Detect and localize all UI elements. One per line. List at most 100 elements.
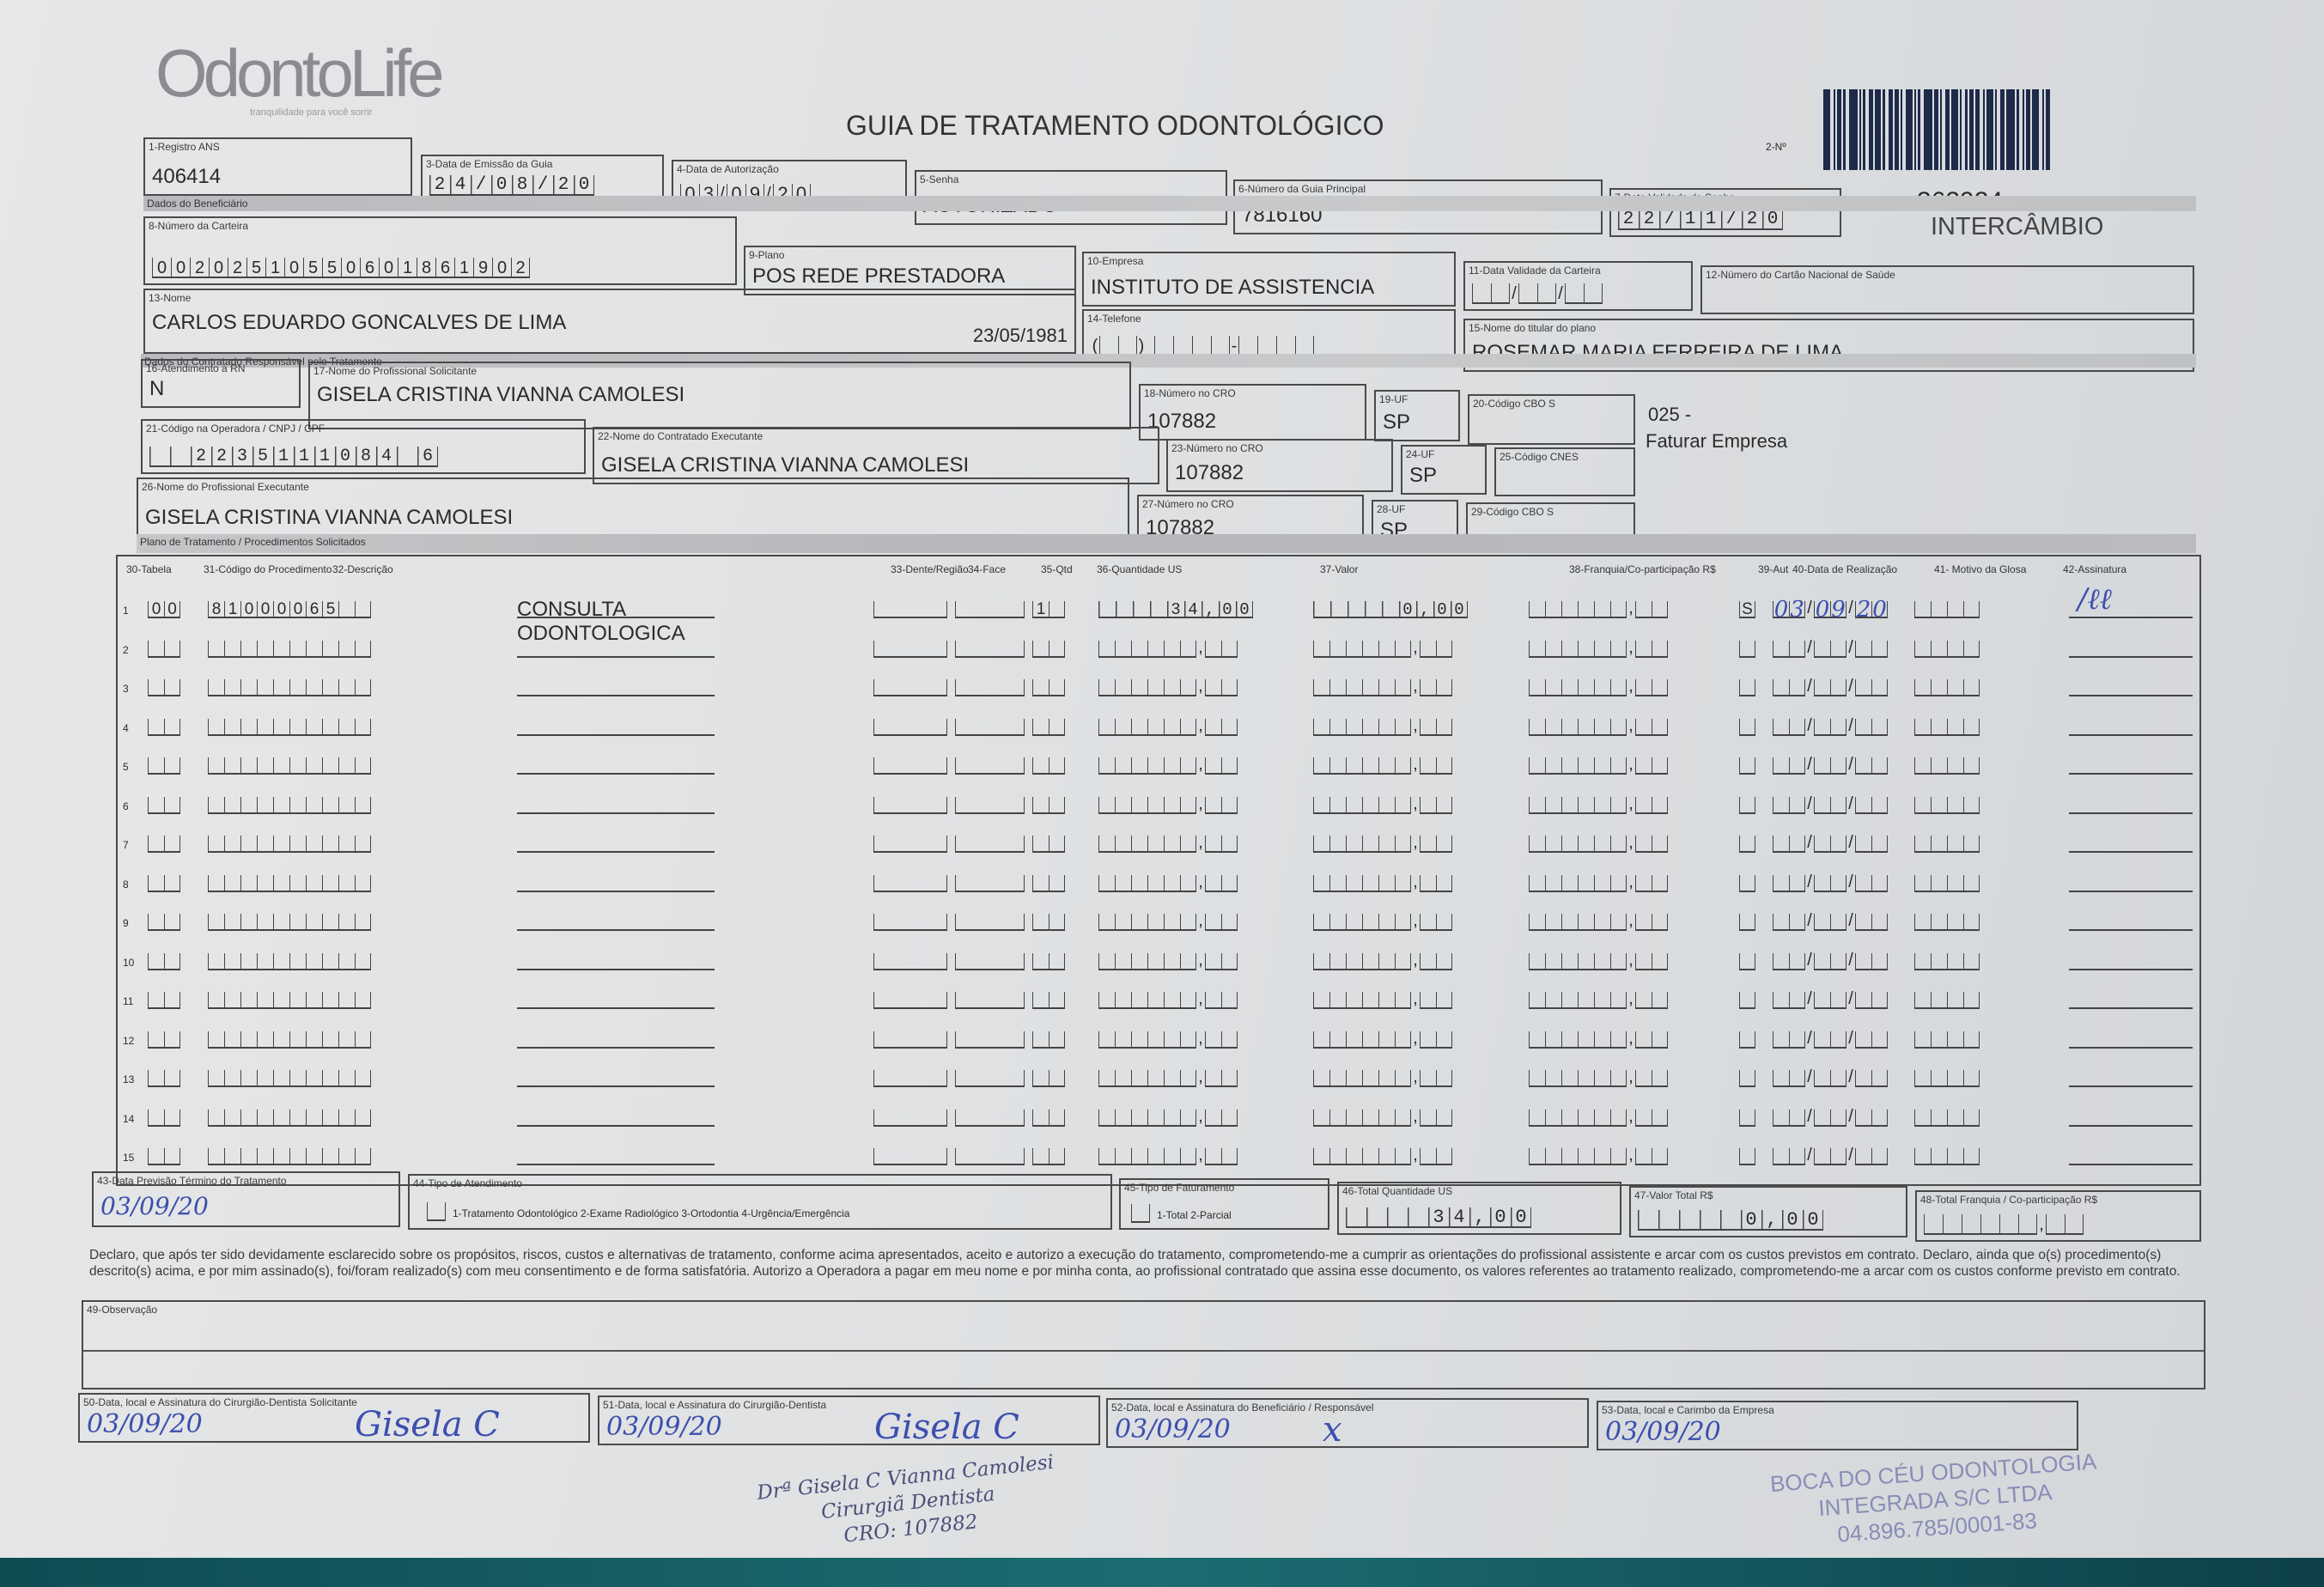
procedure-data-field[interactable]: / / xyxy=(1773,638,1888,658)
procedure-tabela-field[interactable] xyxy=(148,836,180,853)
procedure-tabela-field[interactable] xyxy=(148,1109,180,1127)
procedure-face-field[interactable] xyxy=(955,1148,1025,1165)
procedure-qtd-field[interactable] xyxy=(1032,1109,1065,1127)
procedure-qtd-us-field[interactable]: 34,00 xyxy=(1098,601,1253,618)
procedure-aut-field[interactable] xyxy=(1739,836,1755,853)
procedure-assinatura-field[interactable] xyxy=(2069,1145,2193,1165)
procedure-face-field[interactable] xyxy=(955,992,1025,1009)
signature-box[interactable]: 51-Data, local e Assinatura do Cirurgião… xyxy=(598,1395,1100,1447)
procedure-face-field[interactable] xyxy=(955,679,1025,696)
procedure-qtd-field[interactable] xyxy=(1032,874,1065,892)
procedure-valor-field[interactable]: , xyxy=(1313,989,1452,1009)
procedure-dente-field[interactable] xyxy=(873,1070,947,1087)
procedure-glosa-field[interactable] xyxy=(1914,874,1980,892)
procedure-franquia-field[interactable]: , xyxy=(1529,1067,1668,1087)
procedure-franquia-field[interactable]: , xyxy=(1529,755,1668,775)
procedure-franquia-field[interactable]: , xyxy=(1529,873,1668,892)
procedure-codigo-field[interactable] xyxy=(208,914,371,931)
procedure-franquia-field[interactable]: , xyxy=(1529,833,1668,853)
procedure-aut-field[interactable] xyxy=(1739,718,1755,736)
procedure-assinatura-field[interactable] xyxy=(2069,832,2193,853)
procedure-face-field[interactable] xyxy=(955,1109,1025,1127)
procedure-glosa-field[interactable] xyxy=(1914,718,1980,736)
procedure-descricao-field[interactable] xyxy=(517,754,715,775)
procedure-qtd-us-field[interactable]: , xyxy=(1098,716,1238,736)
procedure-glosa-field[interactable] xyxy=(1914,679,1980,696)
procedure-codigo-field[interactable] xyxy=(208,718,371,736)
procedure-descricao-field[interactable] xyxy=(517,1067,715,1087)
procedure-dente-field[interactable] xyxy=(873,952,947,970)
tipo-faturamento-checkbox[interactable] xyxy=(1131,1204,1150,1223)
procedure-dente-field[interactable] xyxy=(873,914,947,931)
procedure-franquia-field[interactable]: , xyxy=(1529,794,1668,814)
procedure-codigo-field[interactable] xyxy=(208,1109,371,1127)
procedure-qtd-us-field[interactable]: , xyxy=(1098,638,1238,658)
procedure-aut-field[interactable] xyxy=(1739,1148,1755,1165)
procedure-qtd-field[interactable] xyxy=(1032,1031,1065,1049)
procedure-descricao-field[interactable] xyxy=(517,1028,715,1049)
procedure-valor-field[interactable]: , xyxy=(1313,1107,1452,1127)
procedure-data-field[interactable]: / / xyxy=(1773,1107,1888,1127)
procedure-aut-field[interactable] xyxy=(1739,640,1755,658)
procedure-dente-field[interactable] xyxy=(873,718,947,736)
procedure-franquia-field[interactable]: , xyxy=(1529,677,1668,696)
procedure-qtd-field[interactable] xyxy=(1032,679,1065,696)
procedure-assinatura-field[interactable] xyxy=(2069,754,2193,775)
procedure-qtd-field[interactable] xyxy=(1032,757,1065,775)
procedure-glosa-field[interactable] xyxy=(1914,992,1980,1009)
procedure-face-field[interactable] xyxy=(955,1070,1025,1087)
signature-box[interactable]: 52-Data, local e Assinatura do Beneficiá… xyxy=(1106,1398,1589,1450)
procedure-face-field[interactable] xyxy=(955,718,1025,736)
procedure-assinatura-field[interactable] xyxy=(2069,715,2193,736)
procedure-codigo-field[interactable] xyxy=(208,640,371,658)
procedure-qtd-field[interactable] xyxy=(1032,836,1065,853)
procedure-data-field[interactable]: / / xyxy=(1773,1146,1888,1165)
procedure-data-field[interactable]: 0 3/0 9/2 0 xyxy=(1773,599,1888,621)
procedure-qtd-field[interactable] xyxy=(1032,1148,1065,1165)
procedure-qtd-field[interactable]: 1 xyxy=(1032,601,1065,618)
procedure-face-field[interactable] xyxy=(955,796,1025,814)
procedure-franquia-field[interactable]: , xyxy=(1529,1029,1668,1049)
procedure-franquia-field[interactable]: , xyxy=(1529,951,1668,970)
procedure-valor-field[interactable]: , xyxy=(1313,755,1452,775)
procedure-assinatura-field[interactable] xyxy=(2069,676,2193,696)
procedure-dente-field[interactable] xyxy=(873,1031,947,1049)
procedure-aut-field[interactable] xyxy=(1739,757,1755,775)
procedure-descricao-field[interactable] xyxy=(517,637,715,658)
procedure-tabela-field[interactable] xyxy=(148,718,180,736)
procedure-glosa-field[interactable] xyxy=(1914,796,1980,814)
procedure-descricao-field[interactable] xyxy=(517,794,715,814)
procedure-franquia-field[interactable]: , xyxy=(1529,1107,1668,1127)
procedure-dente-field[interactable] xyxy=(873,1148,947,1165)
procedure-qtd-us-field[interactable]: , xyxy=(1098,1067,1238,1087)
procedure-valor-field[interactable]: 0,00 xyxy=(1313,601,1468,618)
procedure-aut-field[interactable] xyxy=(1739,874,1755,892)
procedure-assinatura-field[interactable]: /ℓℓ xyxy=(2069,582,2193,618)
procedure-dente-field[interactable] xyxy=(873,601,947,618)
procedure-aut-field[interactable] xyxy=(1739,992,1755,1009)
procedure-data-field[interactable]: / / xyxy=(1773,833,1888,853)
procedure-qtd-us-field[interactable]: , xyxy=(1098,951,1238,970)
procedure-qtd-field[interactable] xyxy=(1032,796,1065,814)
procedure-codigo-field[interactable] xyxy=(208,1070,371,1087)
procedure-face-field[interactable] xyxy=(955,1031,1025,1049)
procedure-valor-field[interactable]: , xyxy=(1313,794,1452,814)
procedure-qtd-us-field[interactable]: , xyxy=(1098,833,1238,853)
procedure-data-field[interactable]: / / xyxy=(1773,989,1888,1009)
procedure-franquia-field[interactable]: , xyxy=(1529,911,1668,931)
procedure-dente-field[interactable] xyxy=(873,757,947,775)
procedure-assinatura-field[interactable] xyxy=(2069,950,2193,970)
procedure-codigo-field[interactable] xyxy=(208,836,371,853)
procedure-data-field[interactable]: / / xyxy=(1773,755,1888,775)
procedure-face-field[interactable] xyxy=(955,836,1025,853)
procedure-codigo-field[interactable] xyxy=(208,679,371,696)
procedure-descricao-field[interactable] xyxy=(517,910,715,931)
procedure-assinatura-field[interactable] xyxy=(2069,910,2193,931)
procedure-glosa-field[interactable] xyxy=(1914,1148,1980,1165)
procedure-data-field[interactable]: / / xyxy=(1773,951,1888,970)
procedure-assinatura-field[interactable] xyxy=(2069,872,2193,892)
procedure-assinatura-field[interactable] xyxy=(2069,1067,2193,1087)
procedure-data-field[interactable]: / / xyxy=(1773,716,1888,736)
